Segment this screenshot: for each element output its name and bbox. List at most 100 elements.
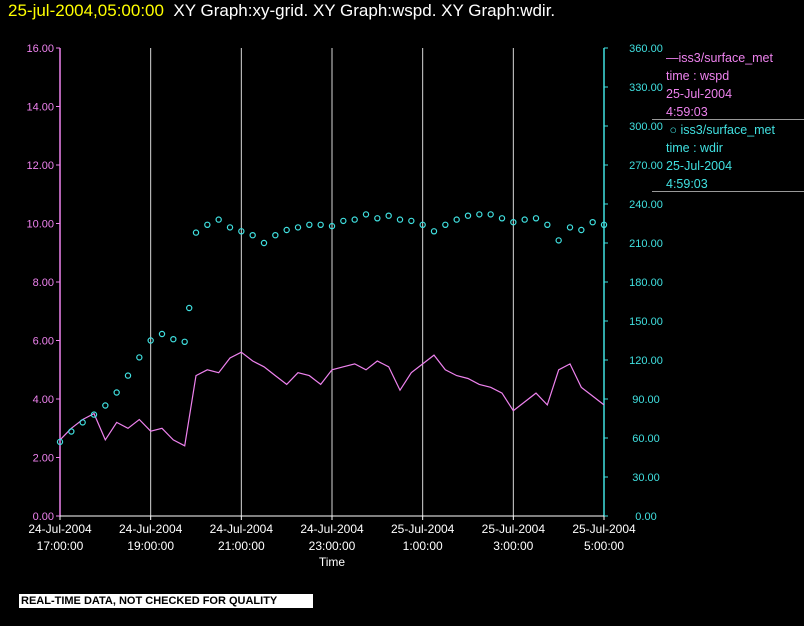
x-tick-date: 25-Jul-2004 <box>391 522 455 536</box>
series-point-wdir <box>204 221 211 228</box>
series-point-wdir <box>249 231 256 239</box>
series-point-wdir <box>328 222 336 230</box>
legend-wspd-name: —iss3/surface_met <box>666 51 773 65</box>
series-point-wdir <box>185 304 193 312</box>
series-point-wdir <box>181 338 188 345</box>
legend-wspd-date: 25-Jul-2004 <box>666 87 733 101</box>
legend-divider <box>652 191 804 192</box>
series-point-wdir <box>408 217 415 225</box>
series-point-wdir <box>170 336 177 343</box>
left-tick-label: 2.00 <box>33 453 54 465</box>
left-tick-label: 4.00 <box>33 394 54 406</box>
series-point-wdir <box>283 226 290 234</box>
series-point-wdir <box>578 226 585 234</box>
series-point-wdir <box>374 215 381 222</box>
series-point-wdir <box>419 221 426 228</box>
legend-divider <box>652 119 804 120</box>
x-tick-date: 24-Jul-2004 <box>210 522 274 536</box>
series-point-wdir <box>498 215 506 222</box>
right-tick-label: 270.00 <box>629 160 663 172</box>
series-point-wdir <box>510 218 517 226</box>
series-point-wdir <box>306 221 313 228</box>
series-point-wdir <box>600 221 608 228</box>
legend-wdir-variable: time : wdir <box>666 141 723 155</box>
series-point-wdir <box>79 419 86 426</box>
legend-wdir-name: ○ iss3/surface_met <box>666 123 775 137</box>
x-tick-date: 24-Jul-2004 <box>119 522 183 536</box>
x-tick-date: 25-Jul-2004 <box>572 522 636 536</box>
series-point-wdir <box>68 428 75 435</box>
legend-wdir: ○ iss3/surface_met time : wdir 25-Jul-20… <box>666 121 775 193</box>
series-point-wdir <box>362 211 370 218</box>
series-point-wdir <box>147 337 154 344</box>
x-tick-date: 25-Jul-2004 <box>482 522 546 536</box>
left-tick-label: 0.00 <box>33 511 54 523</box>
legend-wspd-time: 4:59:03 <box>666 105 708 119</box>
header-graph-titles: XY Graph:xy-grid. XY Graph:wspd. XY Grap… <box>173 1 556 20</box>
series-point-wdir <box>351 216 358 223</box>
x-tick-time: 5:00:00 <box>584 539 624 553</box>
right-tick-label: 90.00 <box>632 394 660 406</box>
series-point-wdir <box>317 221 324 228</box>
series-point-wdir <box>56 438 64 446</box>
left-tick-label: 12.00 <box>26 160 54 172</box>
left-tick-label: 8.00 <box>33 277 54 289</box>
x-tick-time: 1:00:00 <box>403 539 443 553</box>
series-point-wdir <box>385 212 392 219</box>
x-tick-time: 23:00:00 <box>309 539 356 553</box>
left-tick-label: 16.00 <box>26 43 54 55</box>
legend-wdir-date: 25-Jul-2004 <box>666 159 733 173</box>
x-tick-time: 3:00:00 <box>493 539 533 553</box>
series-point-wdir <box>124 372 132 379</box>
series-point-wdir <box>464 212 472 219</box>
series-point-wdir <box>442 221 449 228</box>
series-point-wdir <box>136 354 143 361</box>
legend-wdir-time: 4:59:03 <box>666 177 708 191</box>
series-point-wdir <box>113 389 120 396</box>
x-axis-label: Time <box>319 555 346 569</box>
right-tick-label: 120.00 <box>629 355 663 367</box>
series-point-wdir <box>226 224 234 231</box>
series-point-wdir <box>102 402 109 409</box>
series-point-wdir <box>396 216 404 223</box>
series-point-wdir <box>566 224 574 231</box>
left-tick-label: 14.00 <box>26 102 54 114</box>
series-point-wdir <box>555 237 562 244</box>
x-tick-date: 24-Jul-2004 <box>28 522 92 536</box>
left-tick-label: 6.00 <box>33 336 54 348</box>
series-point-wdir <box>453 216 460 223</box>
quality-disclaimer: REAL-TIME DATA, NOT CHECKED FOR QUALITY <box>19 594 313 608</box>
right-tick-label: 300.00 <box>629 121 663 133</box>
series-point-wdir <box>192 229 200 236</box>
series-point-wdir <box>532 215 540 222</box>
series-point-wdir <box>272 231 279 239</box>
right-tick-label: 330.00 <box>629 82 663 94</box>
right-tick-label: 360.00 <box>629 43 663 55</box>
x-tick-time: 17:00:00 <box>37 539 84 553</box>
x-tick-date: 24-Jul-2004 <box>300 522 364 536</box>
right-tick-label: 0.00 <box>635 511 656 523</box>
series-line-wspd <box>59 351 605 447</box>
series-point-wdir <box>544 221 551 228</box>
series-point-wdir <box>215 216 222 223</box>
series-point-wdir <box>476 211 483 218</box>
right-tick-label: 180.00 <box>629 277 663 289</box>
right-tick-label: 30.00 <box>632 472 660 484</box>
series-point-wdir <box>521 216 528 223</box>
series-point-wdir <box>589 218 596 226</box>
legend-wspd-variable: time : wspd <box>666 69 730 83</box>
x-tick-time: 19:00:00 <box>127 539 174 553</box>
series-point-wdir <box>238 228 245 235</box>
legend-wspd: —iss3/surface_met time : wspd 25-Jul-200… <box>666 49 773 121</box>
series-point-wdir <box>158 330 166 338</box>
chart-header: 25-jul-2004,05:00:00 XY Graph:xy-grid. X… <box>8 1 555 21</box>
right-tick-label: 210.00 <box>629 238 663 250</box>
right-tick-label: 60.00 <box>632 433 660 445</box>
right-tick-label: 240.00 <box>629 199 663 211</box>
x-tick-time: 21:00:00 <box>218 539 265 553</box>
header-timestamp: 25-jul-2004,05:00:00 <box>8 1 164 20</box>
series-point-wdir <box>90 411 98 418</box>
right-tick-label: 150.00 <box>629 316 663 328</box>
series-point-wdir <box>487 211 494 218</box>
